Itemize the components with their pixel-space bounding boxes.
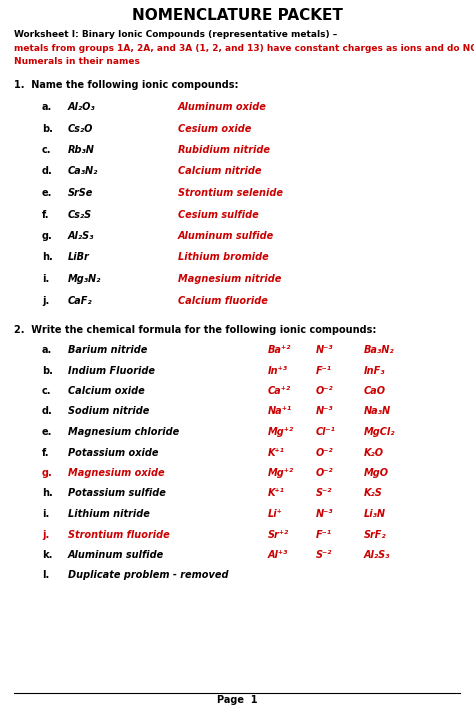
Text: Rubidium nitride: Rubidium nitride bbox=[178, 145, 270, 155]
Text: Worksheet I: Binary Ionic Compounds (representative metals) –: Worksheet I: Binary Ionic Compounds (rep… bbox=[14, 30, 340, 39]
Text: Ca⁺²: Ca⁺² bbox=[268, 386, 291, 396]
Text: Page  1: Page 1 bbox=[217, 695, 257, 705]
Text: Indium Fluoride: Indium Fluoride bbox=[68, 366, 155, 376]
Text: Lithium bromide: Lithium bromide bbox=[178, 252, 269, 262]
Text: f.: f. bbox=[42, 209, 49, 220]
Text: Li⁺: Li⁺ bbox=[268, 509, 283, 519]
Text: b.: b. bbox=[42, 123, 53, 133]
Text: NOMENCLATURE PACKET: NOMENCLATURE PACKET bbox=[132, 8, 342, 23]
Text: Li₃N: Li₃N bbox=[364, 509, 386, 519]
Text: g.: g. bbox=[42, 231, 53, 241]
Text: d.: d. bbox=[42, 167, 53, 177]
Text: i.: i. bbox=[42, 274, 49, 284]
Text: O⁻²: O⁻² bbox=[316, 447, 334, 457]
Text: d.: d. bbox=[42, 406, 53, 416]
Text: Na⁺¹: Na⁺¹ bbox=[268, 406, 292, 416]
Text: S⁻²: S⁻² bbox=[316, 550, 332, 560]
Text: MgO: MgO bbox=[364, 468, 389, 478]
Text: Lithium nitride: Lithium nitride bbox=[68, 509, 150, 519]
Text: a.: a. bbox=[42, 345, 52, 355]
Text: Calcium oxide: Calcium oxide bbox=[68, 386, 145, 396]
Text: InF₃: InF₃ bbox=[364, 366, 385, 376]
Text: N⁻³: N⁻³ bbox=[316, 509, 334, 519]
Text: Al₂S₃: Al₂S₃ bbox=[364, 550, 391, 560]
Text: Duplicate problem - removed: Duplicate problem - removed bbox=[68, 571, 228, 581]
Text: Cesium oxide: Cesium oxide bbox=[178, 123, 251, 133]
Text: Calcium fluoride: Calcium fluoride bbox=[178, 296, 268, 306]
Text: CaF₂: CaF₂ bbox=[68, 296, 92, 306]
Text: CaO: CaO bbox=[364, 386, 386, 396]
Text: F⁻¹: F⁻¹ bbox=[316, 530, 332, 540]
Text: Potassium oxide: Potassium oxide bbox=[68, 447, 158, 457]
Text: K⁺¹: K⁺¹ bbox=[268, 447, 285, 457]
Text: N⁻³: N⁻³ bbox=[316, 345, 334, 355]
Text: Mg⁺²: Mg⁺² bbox=[268, 427, 294, 437]
Text: Mg₃N₂: Mg₃N₂ bbox=[68, 274, 101, 284]
Text: MgCl₂: MgCl₂ bbox=[364, 427, 395, 437]
Text: Rb₃N: Rb₃N bbox=[68, 145, 95, 155]
Text: b.: b. bbox=[42, 366, 53, 376]
Text: Al₂O₃: Al₂O₃ bbox=[68, 102, 96, 112]
Text: Cs₂S: Cs₂S bbox=[68, 209, 92, 220]
Text: Ba₃N₂: Ba₃N₂ bbox=[364, 345, 395, 355]
Text: j.: j. bbox=[42, 296, 49, 306]
Text: Cesium sulfide: Cesium sulfide bbox=[178, 209, 259, 220]
Text: Aluminum sulfide: Aluminum sulfide bbox=[178, 231, 274, 241]
Text: h.: h. bbox=[42, 489, 53, 498]
Text: Al⁺³: Al⁺³ bbox=[268, 550, 288, 560]
Text: Strontium fluoride: Strontium fluoride bbox=[68, 530, 170, 540]
Text: Na₃N: Na₃N bbox=[364, 406, 391, 416]
Text: 1.  Name the following ionic compounds:: 1. Name the following ionic compounds: bbox=[14, 80, 238, 90]
Text: O⁻²: O⁻² bbox=[316, 468, 334, 478]
Text: K₂S: K₂S bbox=[364, 489, 383, 498]
Text: Ca₃N₂: Ca₃N₂ bbox=[68, 167, 99, 177]
Text: Cs₂O: Cs₂O bbox=[68, 123, 93, 133]
Text: a.: a. bbox=[42, 102, 52, 112]
Text: Numerals in their names: Numerals in their names bbox=[14, 57, 140, 66]
Text: Sr⁺²: Sr⁺² bbox=[268, 530, 289, 540]
Text: Magnesium chloride: Magnesium chloride bbox=[68, 427, 179, 437]
Text: Sodium nitride: Sodium nitride bbox=[68, 406, 149, 416]
Text: Al₂S₃: Al₂S₃ bbox=[68, 231, 94, 241]
Text: Aluminum oxide: Aluminum oxide bbox=[178, 102, 267, 112]
Text: Magnesium nitride: Magnesium nitride bbox=[178, 274, 282, 284]
Text: Potassium sulfide: Potassium sulfide bbox=[68, 489, 166, 498]
Text: g.: g. bbox=[42, 468, 53, 478]
Text: Aluminum sulfide: Aluminum sulfide bbox=[68, 550, 164, 560]
Text: e.: e. bbox=[42, 427, 52, 437]
Text: f.: f. bbox=[42, 447, 49, 457]
Text: e.: e. bbox=[42, 188, 52, 198]
Text: Strontium selenide: Strontium selenide bbox=[178, 188, 283, 198]
Text: K⁺¹: K⁺¹ bbox=[268, 489, 285, 498]
Text: Calcium nitride: Calcium nitride bbox=[178, 167, 262, 177]
Text: h.: h. bbox=[42, 252, 53, 262]
Text: l.: l. bbox=[42, 571, 49, 581]
Text: c.: c. bbox=[42, 386, 52, 396]
Text: SrF₂: SrF₂ bbox=[364, 530, 387, 540]
Text: Cl⁻¹: Cl⁻¹ bbox=[316, 427, 336, 437]
Text: i.: i. bbox=[42, 509, 49, 519]
Text: S⁻²: S⁻² bbox=[316, 489, 332, 498]
Text: K₂O: K₂O bbox=[364, 447, 384, 457]
Text: Barium nitride: Barium nitride bbox=[68, 345, 147, 355]
Text: Mg⁺²: Mg⁺² bbox=[268, 468, 294, 478]
Text: c.: c. bbox=[42, 145, 52, 155]
Text: Ba⁺²: Ba⁺² bbox=[268, 345, 292, 355]
Text: metals from groups 1A, 2A, and 3A (1, 2, and 13) have constant charges as ions a: metals from groups 1A, 2A, and 3A (1, 2,… bbox=[14, 44, 474, 53]
Text: In⁺³: In⁺³ bbox=[268, 366, 288, 376]
Text: k.: k. bbox=[42, 550, 52, 560]
Text: LiBr: LiBr bbox=[68, 252, 90, 262]
Text: O⁻²: O⁻² bbox=[316, 386, 334, 396]
Text: N⁻³: N⁻³ bbox=[316, 406, 334, 416]
Text: j.: j. bbox=[42, 530, 49, 540]
Text: 2.  Write the chemical formula for the following ionic compounds:: 2. Write the chemical formula for the fo… bbox=[14, 325, 376, 335]
Text: Magnesium oxide: Magnesium oxide bbox=[68, 468, 164, 478]
Text: SrSe: SrSe bbox=[68, 188, 93, 198]
Text: F⁻¹: F⁻¹ bbox=[316, 366, 332, 376]
